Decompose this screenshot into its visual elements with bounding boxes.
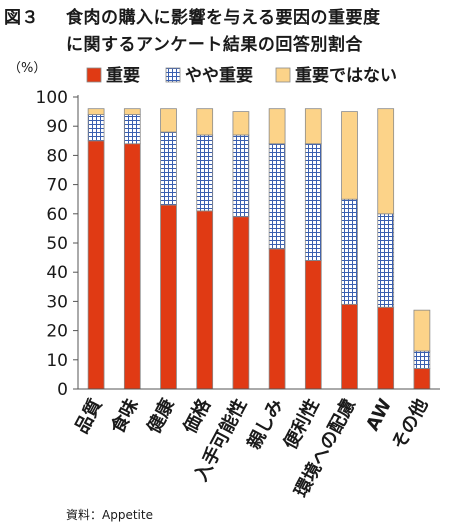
x-tick-label: AW [362, 395, 396, 434]
bar-segment-重要ではない [196, 108, 214, 136]
bar-segment-やや重要 [160, 131, 177, 206]
chart-title-line-1: 食肉の購入に影響を与える要因の重要度 [66, 8, 381, 28]
legend-label: やや重要 [185, 65, 253, 86]
legend-swatch-やや重要 [165, 67, 181, 83]
y-tick-label: 30 [46, 292, 68, 312]
x-tick-label: 食味 [106, 395, 143, 438]
bar-segment-重要ではない [341, 111, 358, 200]
bar-group-その他 [413, 309, 431, 390]
bar-segment-やや重要 [123, 114, 141, 145]
figure-label: 図３ [4, 8, 39, 28]
x-tick-label: 品質 [70, 395, 106, 437]
x-tick-label: 価格 [178, 394, 215, 438]
bar-segment-重要 [87, 140, 105, 390]
bar-group-品質 [87, 108, 105, 390]
bar-segment-重要 [377, 306, 395, 390]
y-tick-label: 40 [46, 263, 68, 283]
legend: 重要 やや重要 重要ではない [86, 65, 397, 86]
bar-segment-やや重要 [87, 114, 105, 142]
bar-segment-重要 [341, 303, 358, 390]
bar-group-食味 [123, 108, 141, 390]
y-axis-unit: （%） [8, 61, 46, 76]
stacked-bar-chart: （%） 重要 やや重要 重要ではない 0102030405060708090100 … [8, 61, 440, 500]
legend-label: 重要 [106, 65, 140, 86]
bar-segment-重要 [232, 216, 250, 390]
bar-segment-重要ではない [268, 108, 286, 145]
bar-segment-やや重要 [377, 213, 395, 308]
bar-segment-やや重要 [341, 198, 358, 305]
bar-segment-重要ではない [232, 111, 250, 136]
source-note: 資料：Appetite [66, 508, 153, 522]
legend-swatch-重要ではない [275, 67, 291, 83]
bar-segment-重要ではない [160, 108, 177, 133]
bar-segment-やや重要 [304, 143, 322, 261]
bar-segment-重要 [268, 248, 286, 390]
bar-segment-重要 [413, 368, 431, 390]
bar-group-環境への配慮 [341, 111, 358, 390]
x-tick-label: その他 [388, 395, 433, 453]
y-tick-label: 0 [57, 380, 68, 400]
legend-swatch-重要 [86, 67, 102, 83]
y-tick-label: 100 [36, 88, 68, 108]
bar-segment-重要ではない [123, 108, 141, 115]
bar-group-AW [377, 108, 395, 390]
bar-segment-重要 [196, 210, 214, 390]
y-tick-label: 20 [46, 322, 68, 342]
y-axis: 0 10 20 30 40 50 60 70 80 90 100 [36, 88, 79, 400]
bar-segment-重要ではない [413, 309, 431, 352]
y-tick-label: 70 [46, 176, 68, 196]
legend-label: 重要ではない [295, 65, 397, 86]
bar-segment-重要ではない [304, 108, 322, 145]
chart-title-line-2: に関するアンケート結果の回答別割合 [66, 35, 363, 55]
bars [87, 108, 431, 390]
bar-segment-重要ではない [87, 108, 105, 115]
bar-segment-重要 [160, 204, 177, 390]
bar-group-価格 [196, 108, 214, 390]
y-tick-label: 60 [46, 205, 68, 225]
bar-segment-重要 [304, 260, 322, 390]
bar-segment-重要 [123, 143, 141, 390]
y-tick-label: 80 [46, 146, 68, 166]
bar-group-健康 [160, 108, 177, 390]
y-tick-label: 90 [46, 117, 68, 137]
bar-segment-重要ではない [377, 108, 395, 215]
bar-segment-やや重要 [413, 350, 431, 369]
bar-group-便利性 [304, 108, 322, 390]
bar-segment-やや重要 [196, 134, 214, 212]
x-tick-label: 健康 [143, 394, 180, 437]
bar-segment-やや重要 [268, 143, 286, 250]
y-tick-label: 50 [46, 234, 68, 254]
bar-group-親しみ [268, 108, 286, 390]
bar-segment-やや重要 [232, 134, 250, 218]
y-tick-label: 10 [46, 351, 68, 371]
bar-group-入手可能性 [232, 111, 250, 390]
